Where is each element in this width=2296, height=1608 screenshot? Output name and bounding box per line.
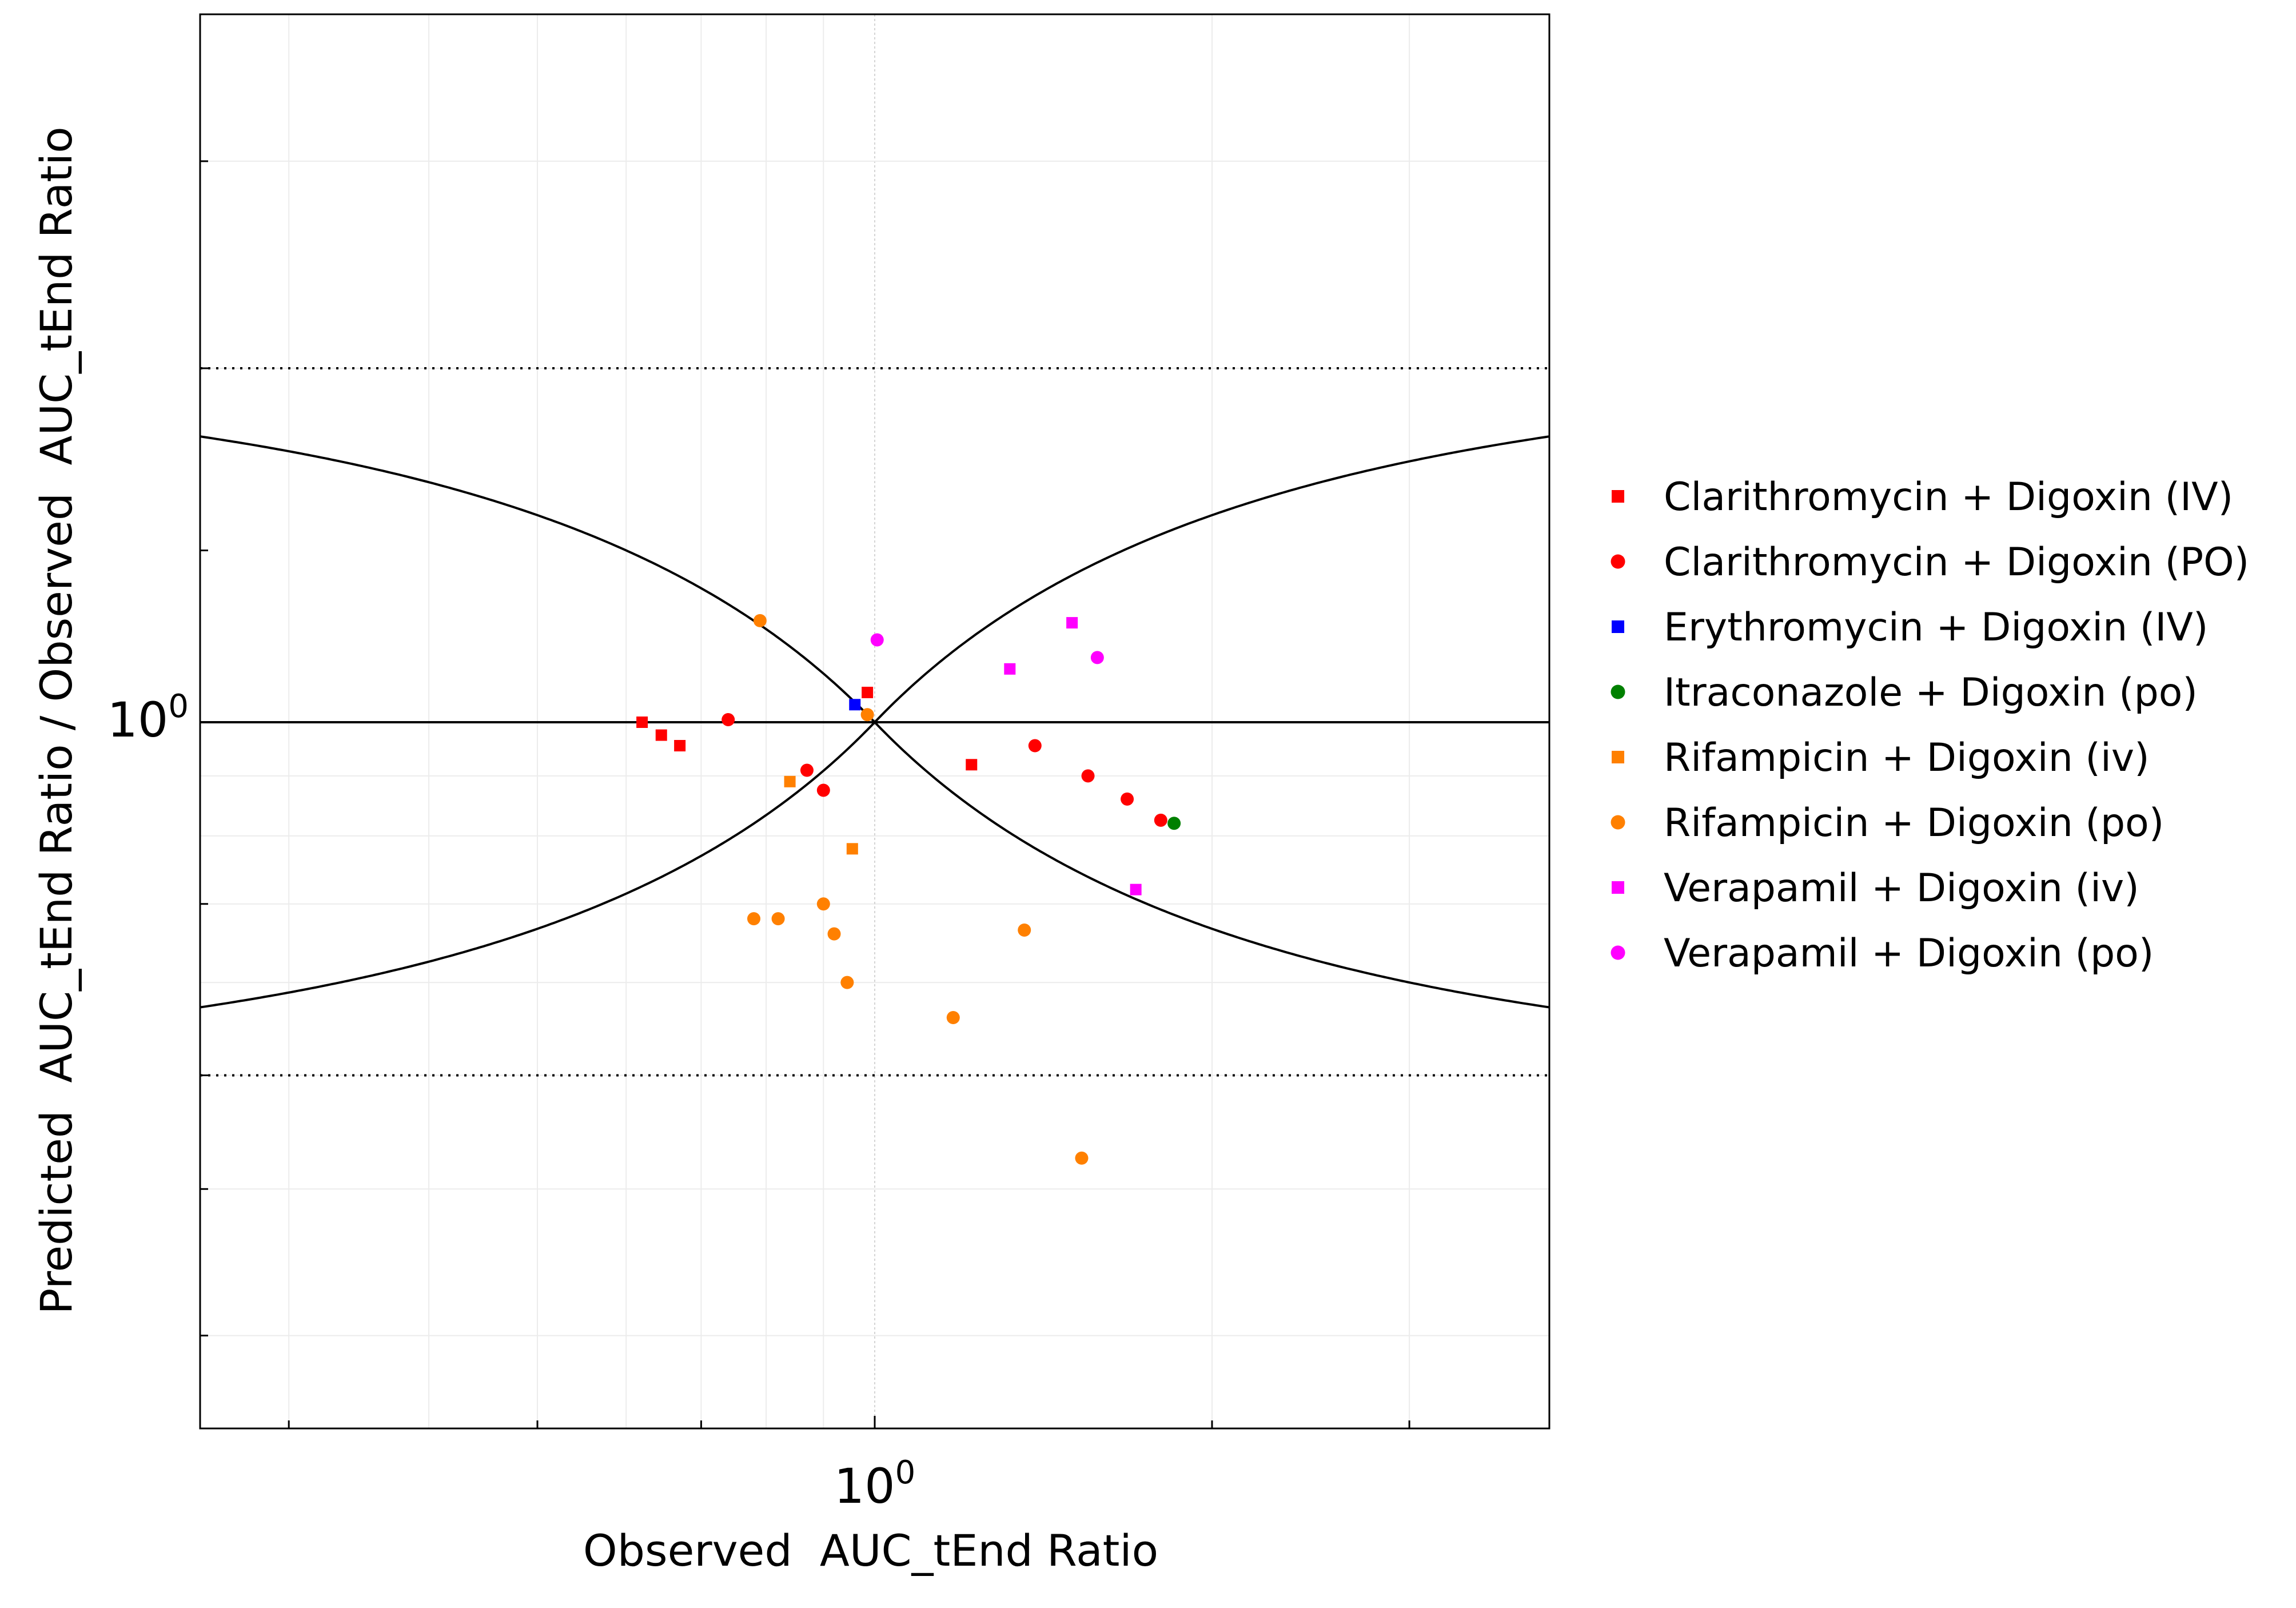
data-point — [827, 927, 841, 941]
data-point — [862, 686, 874, 698]
data-point — [860, 708, 874, 722]
data-point — [1154, 813, 1167, 827]
legend-label: Itraconazole + Digoxin (po) — [1664, 670, 2198, 715]
data-point — [1066, 617, 1078, 629]
legend-item: Clarithromycin + Digoxin (PO) — [1611, 540, 2249, 585]
data-point — [816, 897, 830, 911]
data-point — [840, 976, 854, 989]
data-point — [674, 740, 686, 752]
legend-marker — [1612, 881, 1624, 894]
legend-label: Rifampicin + Digoxin (iv) — [1664, 735, 2150, 781]
data-point — [636, 717, 648, 728]
legend-item: Itraconazole + Digoxin (po) — [1611, 670, 2198, 715]
data-point — [1018, 923, 1031, 937]
legend-label: Clarithromycin + Digoxin (IV) — [1664, 475, 2233, 520]
legend-marker — [1612, 620, 1624, 633]
y-tick-label: 100 — [107, 688, 189, 748]
legend-label: Erythromycin + Digoxin (IV) — [1664, 605, 2208, 650]
data-point — [655, 729, 667, 741]
series-verapamil-digoxin-po — [870, 633, 1104, 664]
data-point — [1028, 739, 1042, 753]
legend-marker — [1611, 815, 1625, 830]
series-clarithromycin-digoxin-po — [722, 713, 1167, 827]
legend-item: Rifampicin + Digoxin (po) — [1611, 801, 2164, 846]
data-point — [800, 763, 814, 777]
axis-ticks — [200, 160, 1410, 1428]
data-point — [849, 699, 861, 711]
data-point — [1075, 1151, 1089, 1165]
data-point — [784, 775, 796, 787]
legend-item: Clarithromycin + Digoxin (IV) — [1612, 475, 2233, 520]
data-points — [636, 614, 1181, 1165]
legend-label: Verapamil + Digoxin (po) — [1664, 931, 2154, 976]
y-axis-label: Predicted AUC_tEnd Ratio / Observed AUC_… — [31, 126, 82, 1314]
legend-marker — [1611, 554, 1625, 569]
series-rifampicin-digoxin-po — [747, 614, 1089, 1165]
series-itraconazole-digoxin-po — [1167, 817, 1181, 830]
x-axis-label: Observed AUC_tEnd Ratio — [583, 1525, 1158, 1576]
data-point — [1121, 792, 1134, 806]
x-tick-label: 100 — [834, 1454, 916, 1514]
series-clarithromycin-digoxin-iv — [636, 686, 978, 771]
data-point — [966, 759, 978, 771]
series-rifampicin-digoxin-iv — [784, 775, 858, 855]
data-point — [1167, 817, 1181, 830]
legend-marker — [1611, 684, 1625, 699]
data-point — [753, 614, 767, 627]
legend-item: Rifampicin + Digoxin (iv) — [1612, 735, 2150, 781]
data-point — [747, 912, 761, 926]
legend-marker — [1611, 945, 1625, 960]
legend-item: Verapamil + Digoxin (po) — [1611, 931, 2154, 976]
legend-item: Verapamil + Digoxin (iv) — [1612, 866, 2139, 911]
data-point — [722, 713, 735, 727]
data-point — [1090, 651, 1104, 664]
legend-item: Erythromycin + Digoxin (IV) — [1612, 605, 2208, 650]
series-verapamil-digoxin-iv — [1004, 617, 1142, 895]
data-point — [771, 912, 785, 926]
data-point — [1130, 883, 1142, 895]
legend-label: Clarithromycin + Digoxin (PO) — [1664, 540, 2249, 585]
data-point — [946, 1011, 960, 1025]
guest-lower-curve — [200, 721, 1550, 1009]
legend-marker — [1612, 751, 1624, 763]
legend-label: Rifampicin + Digoxin (po) — [1664, 801, 2164, 846]
data-point — [870, 633, 884, 647]
legend-label: Verapamil + Digoxin (iv) — [1664, 866, 2139, 911]
data-point — [846, 843, 858, 855]
data-point — [1081, 769, 1095, 783]
legend: Clarithromycin + Digoxin (IV) Clarithromy… — [1611, 475, 2249, 976]
data-point — [816, 783, 830, 797]
data-point — [1004, 663, 1016, 675]
reference-lines — [200, 367, 1550, 1077]
legend-marker — [1612, 490, 1624, 503]
series-erythromycin-digoxin-iv — [849, 699, 861, 711]
